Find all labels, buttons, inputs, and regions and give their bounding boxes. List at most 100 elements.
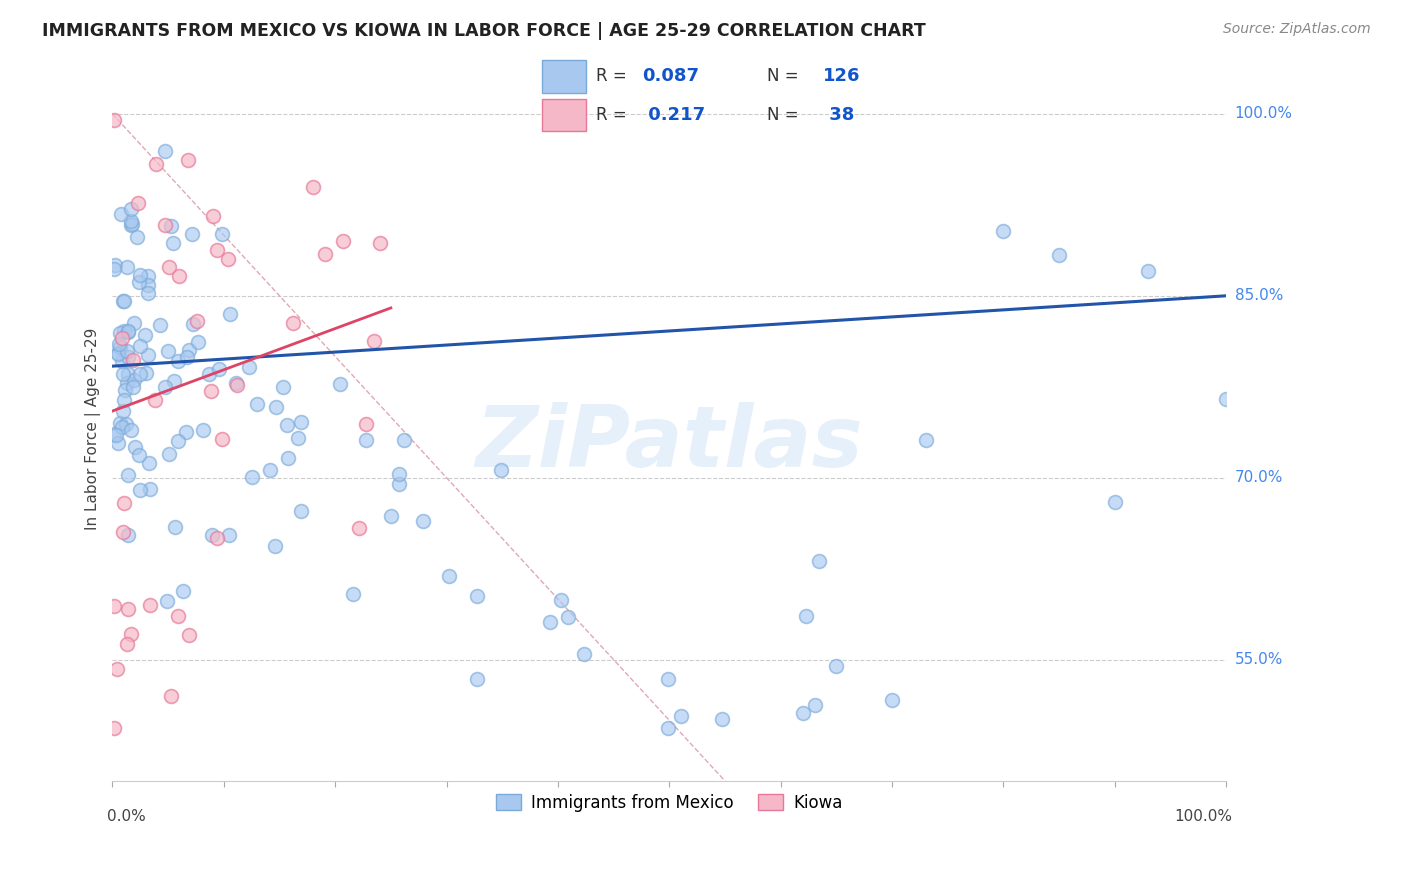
- Text: IMMIGRANTS FROM MEXICO VS KIOWA IN LABOR FORCE | AGE 25-29 CORRELATION CHART: IMMIGRANTS FROM MEXICO VS KIOWA IN LABOR…: [42, 22, 927, 40]
- Point: [163, 519, 186, 533]
- Point: [138, 456, 160, 470]
- Point: [796, 609, 818, 624]
- Point: [246, 397, 269, 411]
- Point: [538, 615, 561, 629]
- Point: [259, 463, 281, 477]
- Text: R =: R =: [596, 68, 633, 86]
- Point: [217, 252, 239, 267]
- Point: [264, 400, 287, 414]
- Text: 0.217: 0.217: [643, 106, 706, 124]
- Point: [550, 593, 572, 607]
- Text: N =: N =: [766, 68, 804, 86]
- Point: [117, 326, 139, 340]
- Point: [283, 316, 305, 330]
- Text: 0.087: 0.087: [643, 68, 699, 86]
- Point: [120, 627, 142, 641]
- Point: [1047, 248, 1070, 262]
- Point: [156, 594, 179, 608]
- Point: [176, 350, 198, 364]
- Point: [177, 627, 200, 641]
- Point: [198, 367, 221, 381]
- Point: [129, 367, 152, 381]
- Point: [1104, 495, 1126, 509]
- Point: [572, 647, 595, 661]
- Point: [380, 508, 402, 523]
- Point: [125, 230, 148, 244]
- Text: 38: 38: [823, 106, 855, 124]
- Point: [202, 209, 225, 223]
- Point: [127, 195, 149, 210]
- Point: [112, 324, 135, 338]
- Point: [914, 434, 936, 448]
- Point: [290, 415, 312, 429]
- Point: [111, 525, 134, 540]
- Point: [128, 276, 150, 290]
- Point: [657, 721, 679, 735]
- Point: [356, 417, 378, 432]
- Point: [489, 463, 512, 477]
- Point: [792, 706, 814, 720]
- Point: [112, 404, 135, 418]
- Point: [211, 227, 233, 242]
- Point: [103, 426, 125, 441]
- Y-axis label: In Labor Force | Age 25-29: In Labor Force | Age 25-29: [86, 328, 101, 531]
- Point: [138, 482, 160, 496]
- Point: [120, 423, 142, 437]
- Text: 0.0%: 0.0%: [107, 809, 146, 824]
- Point: [110, 330, 132, 344]
- FancyBboxPatch shape: [543, 61, 586, 93]
- FancyBboxPatch shape: [543, 99, 586, 131]
- Point: [145, 157, 167, 171]
- Point: [103, 113, 125, 128]
- Point: [112, 496, 135, 510]
- Point: [180, 227, 202, 241]
- Point: [225, 378, 247, 392]
- Point: [181, 317, 204, 331]
- Point: [186, 313, 208, 327]
- Point: [167, 354, 190, 368]
- Point: [117, 601, 139, 615]
- Point: [167, 434, 190, 448]
- Point: [117, 367, 139, 381]
- Point: [115, 417, 138, 431]
- Point: [157, 343, 180, 358]
- Point: [121, 380, 143, 394]
- Point: [136, 268, 159, 283]
- Point: [136, 278, 159, 293]
- Point: [993, 224, 1015, 238]
- Text: R =: R =: [596, 106, 633, 124]
- Point: [356, 434, 378, 448]
- Point: [107, 347, 129, 361]
- Point: [138, 285, 160, 300]
- Point: [349, 521, 371, 535]
- Text: 126: 126: [823, 68, 860, 86]
- Point: [117, 528, 139, 542]
- Point: [167, 268, 190, 283]
- Text: 100.0%: 100.0%: [1234, 106, 1292, 121]
- Point: [157, 446, 180, 460]
- Point: [115, 343, 138, 358]
- Point: [104, 258, 127, 272]
- Point: [342, 587, 364, 601]
- Point: [120, 214, 142, 228]
- Point: [121, 217, 143, 231]
- Point: [120, 202, 142, 217]
- Point: [314, 247, 336, 261]
- Point: [134, 328, 156, 343]
- Point: [111, 420, 134, 434]
- Point: [110, 340, 132, 354]
- Point: [112, 367, 135, 381]
- Point: [160, 689, 183, 703]
- Point: [332, 234, 354, 248]
- Point: [211, 432, 233, 446]
- Point: [804, 698, 827, 712]
- Point: [112, 392, 135, 407]
- Point: [465, 589, 488, 603]
- Point: [103, 262, 125, 277]
- Point: [117, 468, 139, 483]
- Point: [218, 528, 240, 542]
- Point: [136, 348, 159, 362]
- Point: [1137, 263, 1160, 277]
- Point: [115, 637, 138, 651]
- Point: [107, 436, 129, 450]
